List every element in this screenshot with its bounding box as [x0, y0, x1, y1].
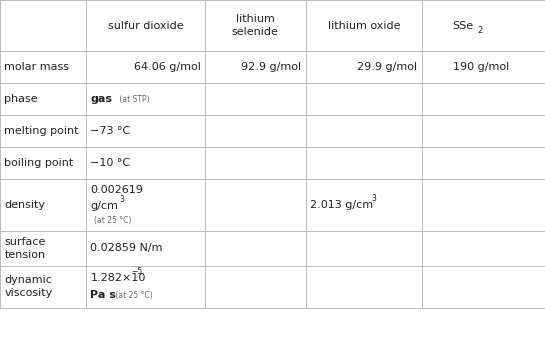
Text: lithium
selenide: lithium selenide: [232, 14, 279, 37]
Text: surface
tension: surface tension: [4, 237, 46, 260]
Text: (at STP): (at STP): [117, 95, 149, 104]
Text: −10 °C: −10 °C: [90, 158, 131, 168]
Text: molar mass: molar mass: [4, 62, 69, 72]
Text: gas: gas: [90, 94, 112, 104]
Text: g/cm: g/cm: [90, 201, 118, 211]
Text: lithium oxide: lithium oxide: [328, 21, 400, 30]
Text: Pa s: Pa s: [90, 290, 116, 300]
Text: 1.282×10: 1.282×10: [90, 273, 146, 283]
Text: phase: phase: [4, 94, 38, 104]
Text: 2: 2: [477, 26, 482, 35]
Text: density: density: [4, 200, 45, 210]
Text: −5: −5: [131, 267, 142, 276]
Text: 29.9 g/mol: 29.9 g/mol: [358, 62, 417, 72]
Text: 92.9 g/mol: 92.9 g/mol: [241, 62, 301, 72]
Text: 0.002619: 0.002619: [90, 185, 143, 195]
Text: boiling point: boiling point: [4, 158, 74, 168]
Text: (at 25 °C): (at 25 °C): [113, 291, 153, 300]
Text: 3: 3: [120, 195, 125, 204]
Text: 3: 3: [371, 194, 376, 203]
Text: sulfur dioxide: sulfur dioxide: [108, 21, 183, 30]
Text: melting point: melting point: [4, 126, 79, 136]
Text: 2.013 g/cm: 2.013 g/cm: [310, 200, 373, 210]
Text: 0.02859 N/m: 0.02859 N/m: [90, 244, 163, 253]
Text: 190 g/mol: 190 g/mol: [453, 62, 509, 72]
Text: (at 25 °C): (at 25 °C): [94, 216, 131, 225]
Text: SSe: SSe: [453, 21, 474, 30]
Text: −73 °C: −73 °C: [90, 126, 131, 136]
Text: 64.06 g/mol: 64.06 g/mol: [134, 62, 201, 72]
Text: dynamic
viscosity: dynamic viscosity: [4, 275, 53, 298]
